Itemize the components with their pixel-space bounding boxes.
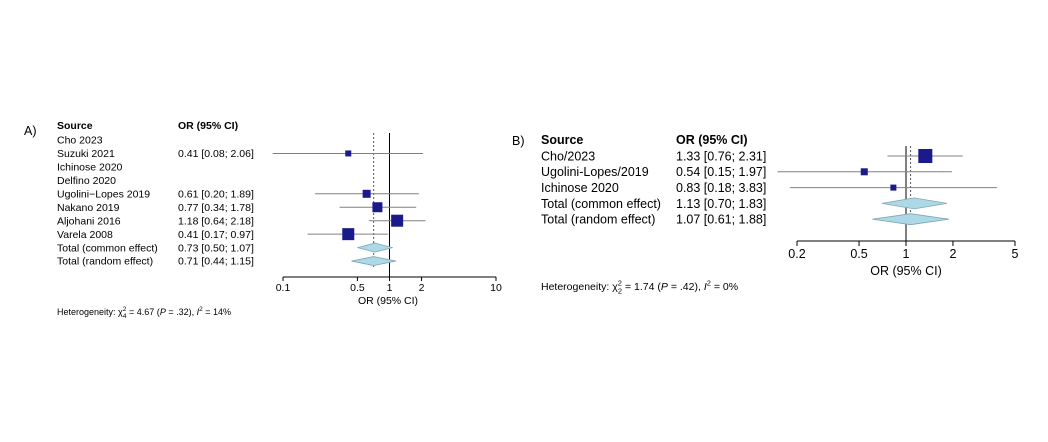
pooled-diamond-a <box>351 256 397 266</box>
x-tick-label-a: 1 <box>387 282 393 294</box>
study-label-a: Aljohani 2016 <box>57 215 121 227</box>
heterogeneity-b: Heterogeneity: χ2 2 = 1.74 (P = .42), I2 … <box>541 279 738 296</box>
x-tick-label-b: 0.2 <box>788 247 805 261</box>
study-square-a <box>342 228 355 241</box>
study-or-text-a: 0.61 [0.20; 1.89] <box>178 188 254 200</box>
study-square-b <box>918 149 933 163</box>
study-label-a: Varela 2008 <box>57 229 113 241</box>
study-label-b: Ugolini-Lopes/2019 <box>541 165 649 179</box>
x-tick-label-a: 0.1 <box>276 282 291 294</box>
study-square-a <box>372 202 383 213</box>
study-or-text-a: 1.18 [0.64; 2.18] <box>178 215 254 227</box>
source-header-a: Source <box>57 120 93 132</box>
heterogeneity-a: Heterogeneity: χ2 4 = 4.67 (P = .32), I2 … <box>57 306 231 320</box>
study-or-text-b: 0.54 [0.15; 1.97] <box>676 165 766 179</box>
x-tick-label-a: 0.5 <box>350 282 365 294</box>
study-square-a <box>345 150 352 157</box>
study-label-b: Ichinose 2020 <box>541 181 619 195</box>
x-tick-label-b: 0.5 <box>850 247 867 261</box>
study-or-text-a: 0.77 [0.34; 1.78] <box>178 202 254 214</box>
pooled-label-b: Total (random effect) <box>541 213 655 227</box>
x-axis-label-b: OR (95% CI) <box>870 264 942 278</box>
study-label-a: Ichinose 2020 <box>57 162 123 174</box>
study-or-text-a: 0.41 [0.17; 0.97] <box>178 229 254 241</box>
study-square-a <box>391 214 404 227</box>
study-label-b: Cho/2023 <box>541 149 595 163</box>
forest-plot-a: A) Source OR (95% CI) OR (95% CI) Hetero… <box>24 120 502 320</box>
x-tick-label-b: 2 <box>949 247 956 261</box>
pooled-or-text-a: 0.73 [0.50; 1.07] <box>178 242 254 254</box>
study-label-a: Nakano 2019 <box>57 202 120 214</box>
panel-label-a: A) <box>24 124 37 138</box>
study-or-text-b: 0.83 [0.18; 3.83] <box>676 181 766 195</box>
or-header-a: OR (95% CI) <box>178 120 238 132</box>
source-header-b: Source <box>541 133 583 147</box>
x-tick-label-b: 1 <box>903 247 910 261</box>
study-label-a: Delfino 2020 <box>57 175 116 187</box>
panel-label-b: B) <box>512 134 525 148</box>
x-tick-label-b: 5 <box>1012 247 1019 261</box>
study-label-a: Cho 2023 <box>57 135 103 147</box>
pooled-diamond-a <box>357 242 393 253</box>
pooled-or-text-b: 1.07 [0.61; 1.88] <box>676 213 766 227</box>
pooled-label-a: Total (random effect) <box>57 256 153 268</box>
pooled-diamond-b <box>881 197 947 210</box>
study-label-a: Suzuki 2021 <box>57 148 115 160</box>
pooled-or-text-b: 1.13 [0.70; 1.83] <box>676 197 766 211</box>
x-tick-label-a: 10 <box>490 282 502 294</box>
pooled-label-b: Total (common effect) <box>541 197 661 211</box>
study-square-b <box>890 184 897 191</box>
x-axis-label-a: OR (95% CI) <box>358 295 418 307</box>
study-or-text-b: 1.33 [0.76; 2.31] <box>676 149 766 163</box>
study-or-text-a: 0.41 [0.08; 2.06] <box>178 148 254 160</box>
forest-plot-b: B) Source OR (95% CI) OR (95% CI) Hetero… <box>512 133 1019 296</box>
study-square-b <box>860 168 868 176</box>
x-tick-label-a: 2 <box>419 282 425 294</box>
pooled-or-text-a: 0.71 [0.44; 1.15] <box>178 256 254 268</box>
pooled-diamond-b <box>872 213 949 226</box>
or-header-b: OR (95% CI) <box>676 133 748 147</box>
study-square-a <box>362 189 371 198</box>
pooled-label-a: Total (common effect) <box>57 242 158 254</box>
study-label-a: Ugolini−Lopes 2019 <box>57 188 150 200</box>
